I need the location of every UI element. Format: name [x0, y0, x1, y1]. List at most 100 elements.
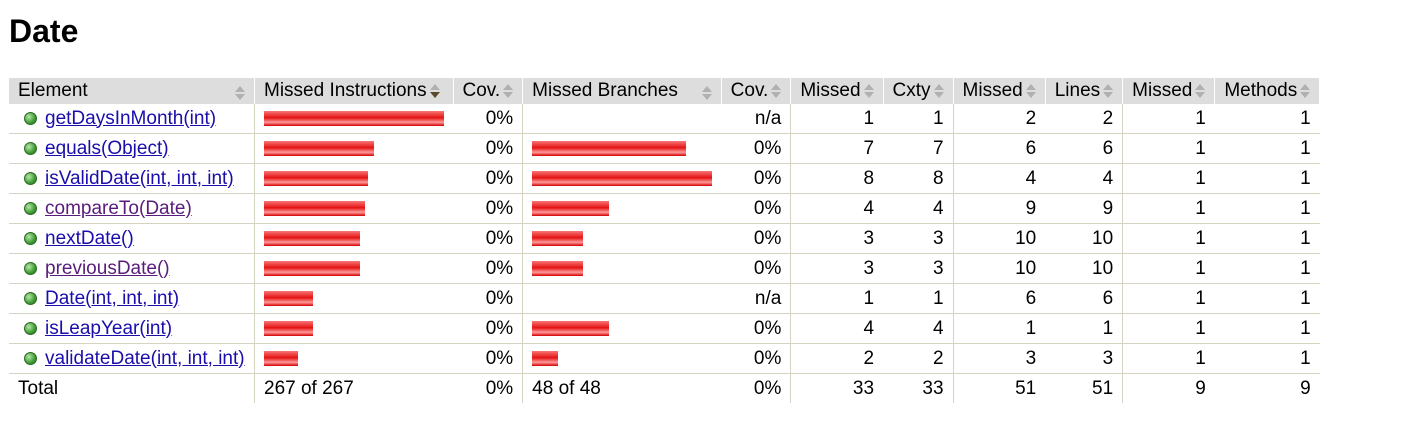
header-cxty[interactable]: Cxty	[883, 78, 954, 104]
lines: 3	[1045, 343, 1123, 374]
missed-cxty: 1	[790, 283, 884, 314]
header-missed-methods[interactable]: Missed	[1122, 78, 1216, 104]
method-link[interactable]: Date(int, int, int)	[45, 287, 180, 309]
element-cell: compareTo(Date)	[9, 193, 255, 224]
missed-lines: 4	[952, 163, 1046, 194]
branch-bar-cell	[522, 163, 722, 194]
instr-bar-cell	[254, 193, 453, 224]
cxty: 1	[883, 283, 954, 314]
missed-lines: 9	[952, 193, 1046, 224]
missed-instructions-bar	[264, 140, 374, 156]
branch-bar-cell	[522, 223, 722, 254]
missed-instructions-bar	[264, 230, 360, 246]
lines: 4	[1045, 163, 1123, 194]
missed-branches-bar	[532, 200, 610, 216]
table-row: getDaysInMonth(int) 0% n/a 1 1 2 2 1 1	[9, 104, 1320, 134]
sort-arrows-icon[interactable]	[235, 86, 245, 100]
missed-methods: 1	[1122, 223, 1215, 254]
cxty: 3	[883, 253, 954, 284]
missed-instructions-bar	[264, 200, 365, 216]
total-instructions: 267 of 267	[254, 373, 453, 403]
sort-arrows-icon[interactable]	[503, 83, 514, 98]
missed-instructions-bar	[264, 260, 360, 276]
missed-lines: 3	[952, 343, 1046, 374]
coverage-table: Element Missed Instructions Cov. Missed …	[9, 78, 1321, 403]
methods: 1	[1214, 283, 1320, 314]
method-link[interactable]: compareTo(Date)	[45, 197, 192, 219]
method-link[interactable]: isLeapYear(int)	[45, 317, 173, 339]
missed-cxty: 2	[790, 343, 884, 374]
missed-methods: 1	[1122, 283, 1215, 314]
total-missed-lines: 51	[952, 373, 1046, 403]
header-missed-lines[interactable]: Missed	[953, 78, 1046, 104]
branch-cov: 0%	[721, 163, 791, 194]
method-link[interactable]: equals(Object)	[45, 137, 169, 159]
header-element[interactable]: Element	[9, 78, 255, 104]
sort-arrows-icon[interactable]	[701, 86, 712, 100]
branch-bar-cell	[522, 104, 722, 134]
lines: 9	[1045, 193, 1123, 224]
sort-arrows-icon[interactable]	[1025, 83, 1036, 98]
sort-arrows-icon[interactable]	[863, 83, 874, 98]
branch-bar-cell	[522, 343, 722, 374]
header-lines[interactable]: Lines	[1045, 78, 1124, 104]
branch-cov: 0%	[721, 253, 791, 284]
instr-cov: 0%	[453, 253, 523, 284]
cxty: 3	[883, 223, 954, 254]
green-method-dot-icon	[24, 171, 37, 185]
green-method-dot-icon	[24, 111, 37, 125]
missed-branches-bar	[532, 320, 610, 336]
missed-methods: 1	[1122, 163, 1215, 194]
header-missed-cxty[interactable]: Missed	[790, 78, 884, 104]
page-title: Date	[9, 13, 79, 49]
sort-arrows-icon[interactable]	[771, 83, 782, 98]
instr-cov: 0%	[453, 283, 523, 314]
missed-cxty: 4	[790, 193, 884, 224]
missed-lines: 6	[952, 283, 1046, 314]
lines: 2	[1045, 104, 1123, 134]
sort-arrows-icon[interactable]	[1300, 83, 1311, 98]
missed-branches-bar	[532, 230, 584, 246]
branch-bar-cell	[522, 253, 722, 284]
missed-methods: 1	[1122, 104, 1215, 134]
total-branch-cov: 0%	[753, 377, 782, 399]
table-row: Date(int, int, int) 0% n/a 1 1 6 6 1 1	[9, 283, 1320, 314]
instr-bar-cell	[254, 313, 453, 344]
element-cell: nextDate()	[9, 223, 255, 254]
sort-arrows-icon[interactable]	[933, 83, 944, 98]
method-link[interactable]: getDaysInMonth(int)	[45, 107, 217, 129]
missed-instructions-bar	[264, 290, 313, 306]
instr-bar-cell	[254, 253, 453, 284]
header-missed-instructions[interactable]: Missed Instructions	[254, 78, 454, 104]
instr-cov: 0%	[453, 313, 523, 344]
header-instr-cov[interactable]: Cov.	[453, 78, 524, 104]
branch-bar-cell	[522, 283, 722, 314]
sort-arrows-icon[interactable]	[1195, 83, 1206, 98]
table-row: previousDate() 0% 0% 3 3 10 10 1 1	[9, 253, 1320, 284]
branch-cov: 0%	[721, 313, 791, 344]
method-link[interactable]: nextDate()	[45, 227, 134, 249]
methods: 1	[1214, 104, 1320, 134]
branch-cov: n/a	[721, 283, 791, 314]
cxty: 8	[883, 163, 954, 194]
instr-cov: 0%	[453, 193, 523, 224]
missed-cxty: 3	[790, 223, 884, 254]
sort-arrows-icon[interactable]	[1103, 83, 1114, 98]
header-methods[interactable]: Methods	[1214, 78, 1321, 104]
green-method-dot-icon	[24, 291, 37, 305]
method-link[interactable]: previousDate()	[45, 257, 170, 279]
lines: 10	[1045, 223, 1123, 254]
missed-instructions-bar	[264, 320, 313, 336]
sort-desc-icon[interactable]	[429, 83, 440, 98]
lines: 6	[1045, 283, 1123, 314]
branch-bar-cell	[522, 193, 722, 224]
method-link[interactable]: validateDate(int, int, int)	[45, 347, 245, 369]
table-row: compareTo(Date) 0% 0% 4 4 9 9 1 1	[9, 193, 1320, 224]
branch-cov: 0%	[721, 223, 791, 254]
cxty: 4	[883, 313, 954, 344]
total-row: Total 267 of 267 0% 48 of 48 0% 33 33 51…	[9, 373, 1320, 403]
header-branch-cov[interactable]: Cov.	[721, 78, 792, 104]
header-missed-branches[interactable]: Missed Branches	[522, 78, 722, 104]
methods: 1	[1214, 163, 1320, 194]
method-link[interactable]: isValidDate(int, int, int)	[45, 167, 234, 189]
